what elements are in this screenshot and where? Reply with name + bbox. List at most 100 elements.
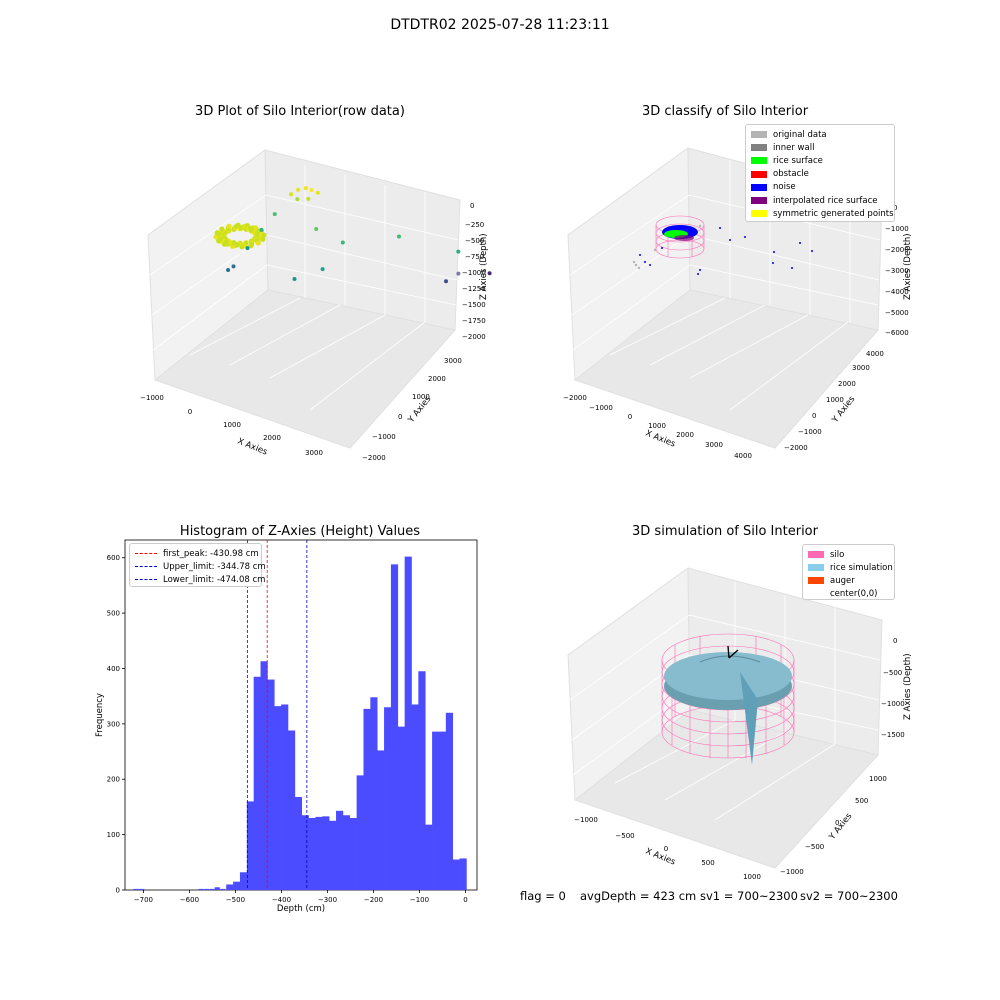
histogram-reference-lines (246, 540, 308, 890)
classify-ytick: 1000 (826, 396, 844, 404)
histogram-bar (301, 815, 309, 890)
legend-line (135, 566, 157, 568)
histogram-ylabel: Frequency (95, 693, 105, 737)
classify-xtick: 1000 (648, 422, 666, 430)
histogram-bar (226, 884, 234, 890)
raw-pane-floor (153, 289, 456, 449)
histogram-bar (204, 888, 210, 890)
simulation-pane-floor (573, 709, 879, 869)
histogram-ytick-label: 100 (107, 831, 120, 839)
raw-scatter-point (306, 196, 311, 201)
raw-ztick: −250 (465, 221, 484, 229)
histogram-bar (260, 661, 268, 890)
raw-scatter-point (289, 192, 294, 197)
legend-entry-upper-limit: Upper_limit: -344.78 cm (135, 560, 266, 573)
raw-ytick: 1000 (412, 393, 430, 401)
raw-ytick: 3000 (444, 357, 462, 365)
histogram-bar (233, 881, 241, 890)
legend-label: center(0,0) (830, 589, 878, 600)
raw-scatter-point (397, 234, 401, 239)
histogram-bar (287, 730, 296, 890)
histogram-bar (397, 726, 405, 890)
legend-label: interpolated rice surface (773, 195, 878, 206)
raw-cluster-point (226, 223, 232, 229)
histogram-ytick-label: 600 (107, 554, 120, 562)
classify-xtick: 0 (628, 413, 632, 421)
histogram-xticks: −700 −600 −500 −400 −300 −200 −100 0 (134, 890, 468, 904)
raw-scatter-point (295, 197, 300, 202)
legend-entry-rice-simulation: rice simulation (808, 561, 893, 574)
raw-ztick: −500 (465, 237, 484, 245)
classify-ytick: 0 (812, 412, 816, 420)
raw-scatter-point (231, 264, 236, 269)
classify-ytick: 3000 (852, 364, 870, 372)
raw-ztick: −1250 (462, 285, 486, 293)
raw-scatter-point (245, 246, 250, 251)
simulation-zlabel: Z Axies (Depth) (903, 653, 913, 720)
raw-ytick: −1000 (372, 433, 396, 441)
histogram-bar (370, 697, 378, 890)
histogram-bar (445, 712, 453, 890)
histogram-bar (342, 815, 351, 890)
figure-title: DTDTR02 2025-07-28 11:23:11 (390, 17, 610, 33)
histogram-xlabel: Depth (cm) (277, 904, 325, 914)
histogram-bar (390, 564, 399, 890)
histogram-ytick-label: 300 (107, 720, 120, 728)
histogram-bar (425, 824, 433, 890)
subplot-title-raw: 3D Plot of Silo Interior(row data) (195, 104, 405, 119)
histogram-bar (329, 820, 337, 890)
legend-entry-obstacle: obstacle (751, 168, 889, 181)
legend-swatch (751, 197, 767, 205)
classify-interpolated-surface (674, 235, 694, 241)
classify-ytick: −1000 (798, 428, 822, 436)
legend-label: Lower_limit: -474.08 cm (163, 574, 266, 585)
raw-scatter-point (259, 227, 264, 232)
classify-ytick: 2000 (838, 380, 856, 388)
raw-cluster-point (248, 243, 254, 249)
raw-points-group (213, 186, 492, 284)
histogram-xtick-label: −400 (272, 896, 291, 904)
histogram-ytick-label: 500 (107, 610, 120, 618)
simulation-ytick: −500 (805, 843, 824, 851)
classify-ztick: −4000 (885, 288, 909, 296)
histogram-bar (349, 818, 357, 890)
legend-label: silo (830, 549, 845, 560)
legend-swatch (751, 183, 767, 191)
raw-ztick: −1500 (462, 301, 486, 309)
histogram-bar (281, 704, 289, 890)
raw-xtick: 2000 (263, 434, 281, 442)
raw-plot-axes: −1000 0 1000 2000 3000 −2000 −1000 0 100… (140, 149, 492, 462)
simulation-xtick: 1000 (743, 873, 761, 881)
histogram-ytick-label: 0 (116, 887, 120, 895)
legend-label: auger (830, 575, 855, 586)
raw-scatter-point (456, 249, 461, 254)
simulation-ytick: 0 (835, 819, 839, 827)
histogram-bar (384, 707, 392, 890)
histogram-bar (198, 888, 204, 890)
raw-scatter-point (303, 186, 308, 191)
legend-label: original data (773, 129, 827, 140)
classify-xtick: 3000 (705, 441, 723, 449)
raw-ztick: −1750 (462, 317, 486, 325)
legend-swatch (808, 551, 824, 559)
simulation-xlabel: X Axies (644, 847, 677, 868)
histogram-bar (363, 708, 371, 890)
simulation-ztick: −1500 (881, 731, 905, 739)
histogram-bar (220, 888, 226, 890)
simulation-xtick: 500 (701, 859, 714, 867)
legend-entry-center: center(0,0) (808, 588, 889, 601)
raw-scatter-point (296, 187, 301, 192)
legend-label: rice simulation (830, 562, 893, 573)
raw-ztick: 0 (470, 202, 474, 210)
simulation-ytick: 1000 (869, 775, 887, 783)
classify-ytick: −2000 (784, 444, 808, 452)
simulation-xtick: 0 (664, 845, 668, 853)
legend-entry-auger: auger (808, 574, 889, 587)
legend-swatch (808, 591, 824, 598)
simulation-ytick: 500 (855, 797, 868, 805)
classify-ztick: −5000 (885, 309, 909, 317)
legend-entry-symmetric: symmetric generated points (751, 207, 894, 220)
raw-xtick: 1000 (223, 421, 241, 429)
classify-ytick: 4000 (866, 350, 884, 358)
legend-entry-noise: noise (751, 181, 889, 194)
